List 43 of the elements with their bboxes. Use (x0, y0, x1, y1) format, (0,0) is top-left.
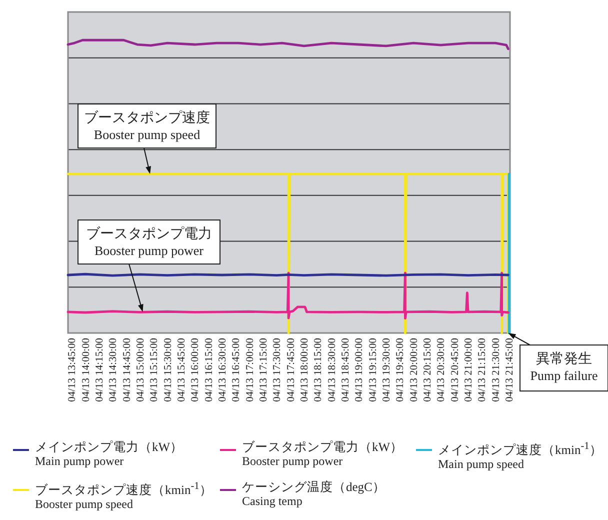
x-tick-label: 04/13 16:30:00 (218, 338, 229, 402)
x-tick-label: 04/13 13:45:00 (67, 338, 78, 402)
text: メインポンプ速度（kmin$^{-1}$） Main pump speed (438, 441, 602, 472)
x-tick-label: 04/13 21:45:00 (504, 338, 516, 402)
x-tick-label: 04/13 19:00:00 (354, 338, 366, 402)
x-tick-label: 04/13 16:00:00 (190, 338, 202, 402)
x-tick-label: 04/13 19:15:00 (368, 338, 379, 402)
x-tick-label: 04/13 18:00:00 (300, 338, 311, 402)
x-tick-label: 04/13 19:30:00 (382, 338, 393, 402)
annotation: ブースタポンプ電力 Booster pump power (86, 226, 212, 258)
x-tick-label: 04/13 18:45:00 (340, 338, 352, 402)
x-tick-label: 04/13 14:15:00 (94, 338, 106, 402)
legend-label: メインポンプ電力（kW） Main pump power (35, 440, 184, 468)
annotation: ブースタポンプ電力 Booster pump power (78, 220, 220, 312)
x-tick-label: 04/13 17:00:00 (244, 338, 256, 402)
x-tick-label: 04/13 18:30:00 (326, 338, 338, 402)
x-tick-label: 04/13 15:15:00 (149, 338, 160, 402)
x-tick-label: 04/13 18:15:00 (313, 338, 324, 402)
x-tick-label: 04/13 15:00:00 (135, 338, 146, 402)
x-tick-label: 04/13 16:15:00 (204, 338, 215, 402)
x-tick-label: 04/13 17:45:00 (286, 338, 297, 402)
x-tick-label: 04/13 21:00:00 (464, 338, 475, 402)
annotation: ブースタポンプ速度 Booster pump speed (84, 110, 210, 142)
x-tick-label: 04/13 14:30:00 (108, 338, 120, 402)
x-tick-label: 04/13 20:00:00 (408, 338, 420, 402)
x-tick-label: 04/13 14:00:00 (80, 338, 92, 402)
x-tick-label: 04/13 20:15:00 (422, 338, 434, 402)
x-tick-label: 04/13 15:30:00 (162, 338, 174, 402)
x-tick-label: 04/13 15:45:00 (176, 338, 188, 402)
legend-label: ケーシング温度（degC） Casing temp (242, 480, 386, 508)
annotation: 異常発生 Pump failure (530, 351, 598, 383)
text: ブースタポンプ速度（kmin$^{-1}$） Booster pump speed (35, 481, 212, 512)
x-tick-label: 04/13 16:45:00 (231, 338, 242, 402)
x-tick-label: 04/13 19:45:00 (395, 338, 406, 402)
annotation: ブースタポンプ速度 Booster pump speed (78, 104, 216, 174)
x-tick-label: 04/13 17:30:00 (272, 338, 284, 402)
x-tick-label: 04/13 20:45:00 (450, 338, 461, 402)
x-tick-label: 04/13 17:15:00 (258, 338, 270, 402)
x-tick-label: 04/13 20:30:00 (436, 338, 448, 402)
x-tick-label: 04/13 14:45:00 (122, 338, 133, 402)
x-tick-label: 04/13 21:30:00 (490, 338, 502, 402)
x-tick-label: 04/13 21:15:00 (477, 338, 488, 402)
legend-label: ブースタポンプ電力（kW） Booster pump power (242, 440, 404, 468)
